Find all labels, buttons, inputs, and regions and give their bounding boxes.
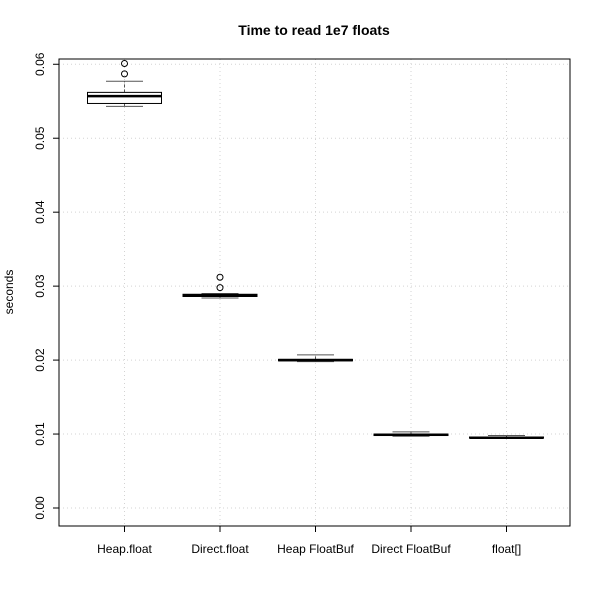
- outlier-1-1: [216, 273, 224, 281]
- chart-title: Time to read 1e7 floats: [238, 22, 390, 38]
- box-group-3: [373, 431, 449, 437]
- y-tick-label-6: 0.06: [33, 52, 47, 76]
- x-tick-label-2: Heap FloatBuf: [277, 542, 354, 556]
- box-group-4: [469, 435, 544, 439]
- box-iqr-0: [87, 91, 162, 104]
- box-group-1: [182, 273, 258, 299]
- outlier-0-1: [121, 60, 128, 68]
- x-tick-label-4: float[]: [492, 542, 521, 556]
- x-tick-label-1: Direct.float: [191, 542, 249, 556]
- box-layer: [87, 60, 544, 439]
- y-tick-label-4: 0.04: [33, 200, 47, 224]
- y-tick-label-0: 0.00: [33, 496, 47, 520]
- box-group-0: [87, 60, 162, 107]
- outlier-0-0: [121, 70, 128, 78]
- outlier-1-0: [216, 284, 224, 292]
- y-tick-label-3: 0.03: [33, 274, 47, 298]
- box-group-2: [278, 354, 353, 363]
- y-tick-label-1: 0.01: [33, 422, 47, 446]
- x-tick-label-0: Heap.float: [97, 542, 152, 556]
- axis-layer: 0.00 0.01 0.02 0.03 0.04 0.05 0.06 Heap.float Di…: [33, 52, 521, 556]
- grid-layer: [59, 59, 570, 526]
- y-axis-label: seconds: [2, 270, 16, 315]
- y-tick-label-5: 0.05: [33, 126, 47, 150]
- x-tick-label-3: Direct FloatBuf: [371, 542, 451, 556]
- plot-frame: [58, 58, 571, 527]
- y-tick-label-2: 0.02: [33, 348, 47, 372]
